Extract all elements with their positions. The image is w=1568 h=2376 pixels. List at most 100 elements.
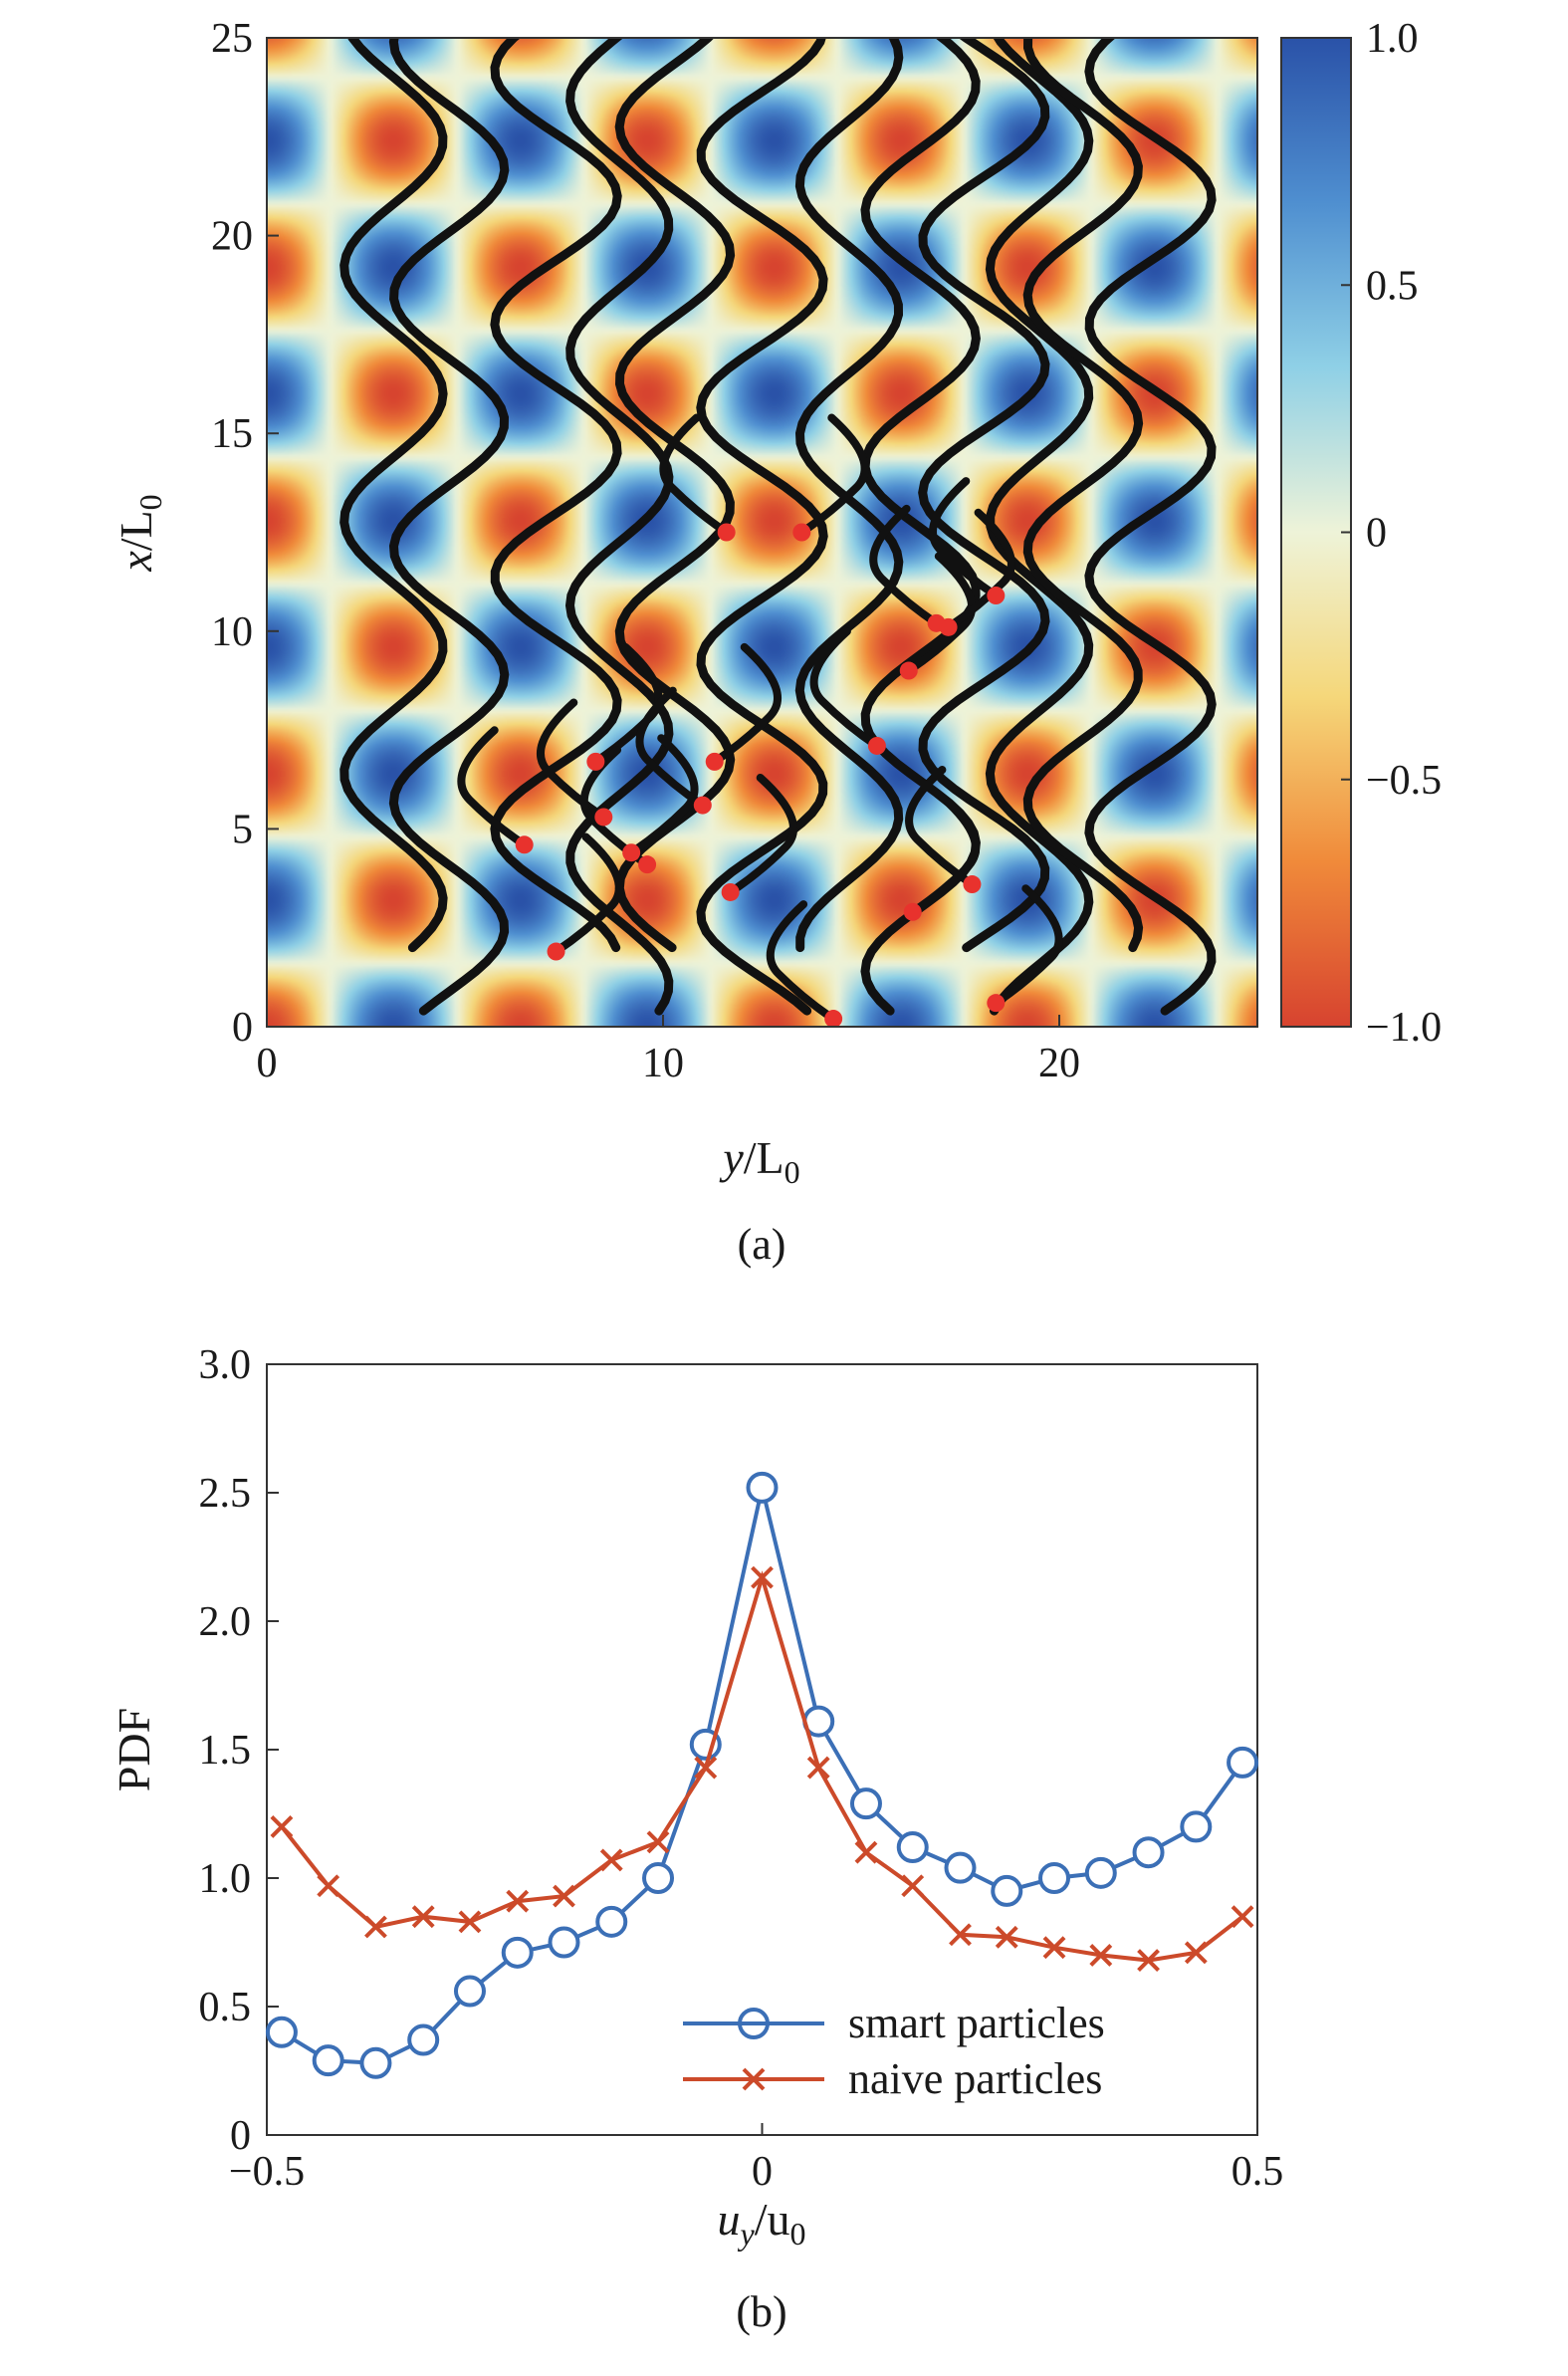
data-point-naive [1231, 1905, 1254, 1929]
y-tick-label: 1.5 [199, 1728, 252, 1774]
trajectory-hook [627, 734, 699, 857]
trajectory-hook [908, 793, 980, 916]
trajectory-endpoint [622, 843, 641, 862]
trajectory-endpoint [792, 523, 811, 542]
trajectory-endpoint [638, 855, 657, 874]
data-point-naive [806, 1756, 830, 1780]
trajectory-endpoint [705, 752, 724, 771]
data-point-naive [553, 1884, 575, 1908]
y-tick-label: 0 [230, 2113, 251, 2159]
data-point-smart [359, 2046, 392, 2079]
panel-b-line-chart: −0.5 0 0.5 00.51.01.52.02.53.0 smart parti… [109, 1342, 1283, 2336]
trajectory-path [985, 38, 1094, 1016]
x-tick-label: 0 [257, 1041, 278, 1086]
panel-b-x-ticks: −0.5 0 0.5 [229, 2123, 1283, 2195]
x-tick-label: 10 [642, 1041, 684, 1086]
panel-a-x-ticks: 0 10 20 [257, 1015, 1080, 1086]
trajectory-hook [929, 477, 1001, 600]
trajectory-endpoint [586, 752, 605, 771]
data-point-smart [1132, 1836, 1165, 1869]
data-point-smart [896, 1831, 929, 1864]
data-point-smart [595, 1905, 628, 1938]
trajectory-endpoint [717, 523, 736, 542]
data-point-naive [949, 1923, 972, 1947]
trajectory-endpoint [987, 994, 1006, 1013]
series-layer [265, 1471, 1259, 2079]
y-tick-label: 0.5 [199, 1985, 252, 2030]
data-point-naive [364, 1915, 387, 1939]
data-point-naive [854, 1840, 878, 1864]
data-point-naive [411, 1905, 435, 1929]
panel-a-y-ticks: 0 5 10 15 20 25 [211, 16, 279, 1051]
data-point-smart [453, 1975, 486, 2008]
y-tick-label: 10 [211, 609, 253, 655]
colorbar-tick-label: 1.0 [1366, 16, 1419, 62]
trajectory-hook [635, 686, 707, 810]
panel-a-heatmap: 0 10 20 0 5 10 15 20 25 y/L0 x/L0 (a) 1.0 0.5 0 −0… [111, 16, 1442, 1269]
x-tick-label: −0.5 [229, 2149, 305, 2195]
data-point-naive [458, 1910, 482, 1934]
data-point-naive [317, 1874, 340, 1898]
data-point-smart [746, 1471, 779, 1504]
velocity-field-image [267, 38, 1257, 1027]
data-point-smart [407, 2023, 440, 2056]
data-point-smart [1084, 1856, 1117, 1889]
x-tick-label: 0.5 [1232, 2149, 1284, 2195]
legend-label-naive: naive particles [848, 2054, 1102, 2103]
trajectory-endpoint [721, 882, 740, 901]
trajectory-hook [809, 627, 881, 750]
trajectory-layer [339, 38, 1217, 1024]
trajectory-endpoint [903, 902, 922, 921]
trajectory-path [794, 38, 904, 953]
data-point-smart [548, 1926, 580, 1959]
trajectory-endpoint [987, 587, 1006, 605]
panel-a-label: (a) [738, 1220, 786, 1269]
data-point-naive [599, 1848, 623, 1872]
data-point-naive [646, 1830, 670, 1854]
data-point-smart [501, 1936, 534, 1969]
panel-a-frame [266, 37, 1258, 1028]
data-point-naive [995, 1925, 1018, 1949]
trajectory-hook [766, 900, 838, 1024]
data-point-naive [1089, 1943, 1113, 1967]
trajectory-endpoint [515, 835, 534, 854]
data-point-naive [1137, 1949, 1160, 1972]
panel-b-x-axis-label: uy/u0 [718, 2194, 806, 2252]
y-tick-label: 25 [211, 16, 253, 62]
endpoint-layer [515, 523, 1006, 1029]
colorbar [1280, 37, 1352, 1028]
panel-a-y-axis-label: x/L0 [111, 494, 168, 572]
y-tick-label: 5 [232, 807, 253, 852]
trajectory-hook [659, 413, 731, 537]
panel-b-y-axis-label: PDF [109, 1708, 159, 1791]
colorbar-tick-label: 0 [1366, 511, 1387, 557]
data-point-naive [506, 1889, 530, 1913]
legend-marker-naive [742, 2067, 766, 2091]
panel-b-y-ticks: 0 0.5 1.0 1.5 2.0 2.5 3.0 [199, 1342, 279, 2159]
trajectory-path [339, 38, 448, 953]
y-tick-label: 1.0 [199, 1856, 252, 1902]
y-tick-label: 15 [211, 411, 253, 457]
trajectory-hook [457, 726, 529, 849]
legend-label-smart: smart particles [848, 1999, 1105, 2047]
data-point-smart [642, 1862, 675, 1894]
y-tick-label: 2.0 [199, 1599, 252, 1645]
data-point-naive [694, 1756, 718, 1780]
data-point-naive [270, 1814, 294, 1838]
trajectory-hook [944, 508, 1015, 631]
trajectory-hook [992, 884, 1063, 1008]
trajectory-path [564, 38, 674, 1016]
y-tick-label: 0 [232, 1005, 253, 1051]
trajectory-path [614, 38, 736, 953]
colorbar-tick-label: −0.5 [1366, 758, 1442, 804]
x-tick-label: 20 [1038, 1041, 1080, 1086]
trajectory-endpoint [867, 736, 886, 755]
data-point-naive [1184, 1941, 1208, 1965]
trajectory-endpoint [594, 808, 613, 827]
data-point-smart [1227, 1746, 1259, 1779]
colorbar-ticks: 1.0 0.5 0 −0.5 −1.0 [1341, 16, 1442, 1051]
trajectory-hook [905, 766, 977, 888]
trajectory-hook [869, 504, 941, 627]
data-point-naive [901, 1874, 925, 1898]
